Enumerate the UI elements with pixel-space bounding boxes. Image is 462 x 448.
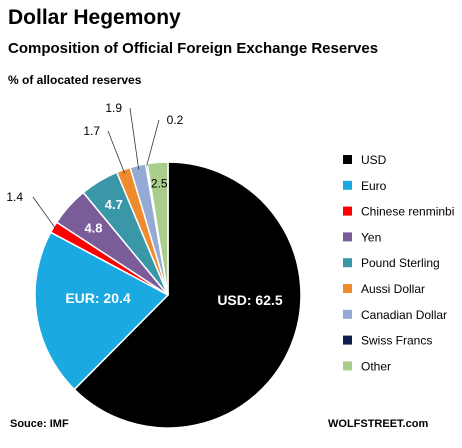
data-label-other: 2.5: [151, 176, 168, 190]
chart-subtitle: Composition of Official Foreign Exchange…: [8, 40, 379, 57]
leader-line-canadian-dollar: [129, 107, 140, 170]
legend-label-canadian-dollar: Canadian Dollar: [361, 308, 447, 322]
pie-slice-usd: [73, 161, 302, 429]
data-label-swiss-francs: 0.2: [167, 113, 184, 127]
legend-swatch-aussi-dollar: [343, 284, 352, 293]
data-label-canadian-dollar: 1.9: [105, 101, 122, 115]
legend-swatch-canadian-dollar: [343, 309, 352, 319]
source-note: Souce: IMF: [10, 418, 69, 430]
legend-label-aussi-dollar: Aussi Dollar: [361, 282, 425, 296]
data-label-aussi-dollar: 1.7: [83, 124, 100, 138]
legend-swatch-swiss-francs: [343, 335, 352, 345]
leader-line-chinese-renminbi: [32, 196, 56, 229]
legend-label-usd: USD: [361, 153, 387, 167]
legend-swatch-yen: [343, 232, 352, 242]
data-label-usd: USD: 62.5: [217, 292, 283, 308]
legend-swatch-pound-sterling: [343, 258, 352, 268]
legend-label-yen: Yen: [361, 230, 381, 244]
legend-label-pound-sterling: Pound Sterling: [361, 256, 440, 270]
legend-label-swiss-francs: Swiss Francs: [361, 334, 432, 348]
leader-line-swiss-francs: [146, 119, 160, 166]
data-label-pound-sterling: 4.7: [105, 197, 123, 212]
pie-slice-euro: [34, 231, 170, 391]
data-label-chinese-renminbi: 1.4: [6, 190, 23, 204]
legend-swatch-chinese-renminbi: [343, 206, 352, 216]
legend-label-chinese-renminbi: Chinese renminbi: [361, 205, 454, 219]
unit-note: % of allocated reserves: [8, 73, 142, 87]
data-label-euro: EUR: 20.4: [65, 290, 131, 306]
brand-credit: WOLFSTREET.com: [328, 418, 429, 430]
legend-swatch-usd: [343, 155, 352, 164]
leader-line-aussi-dollar: [107, 130, 126, 174]
legend-swatch-euro: [343, 180, 352, 190]
legend-label-other: Other: [361, 359, 391, 373]
data-label-yen: 4.8: [84, 220, 102, 235]
chart-title: Dollar Hegemony: [8, 6, 181, 29]
legend-label-euro: Euro: [361, 179, 387, 193]
legend-swatch-other: [343, 361, 352, 371]
